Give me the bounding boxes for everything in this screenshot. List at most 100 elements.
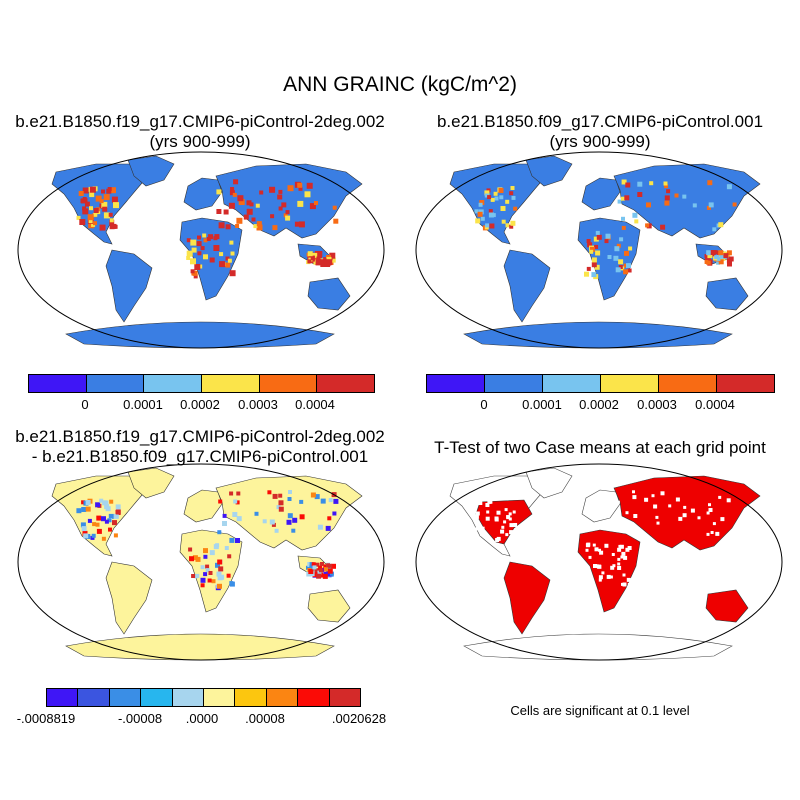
grid-cell — [225, 256, 230, 261]
grid-cell — [106, 188, 112, 194]
grid-cell — [101, 201, 108, 208]
grid-cell — [277, 194, 283, 200]
grid-cell — [587, 242, 593, 248]
grid-cell — [716, 256, 721, 261]
grid-cell — [203, 572, 208, 577]
grid-cell — [604, 239, 609, 244]
grid-cell — [309, 565, 315, 571]
grid-cell — [192, 555, 198, 561]
grid-cell — [727, 573, 731, 577]
grid-cell — [486, 188, 491, 193]
grid-cell — [697, 516, 701, 520]
grid-cell — [312, 572, 318, 578]
grid-cell — [607, 255, 612, 259]
grid-cell — [108, 513, 114, 519]
grid-cell — [317, 524, 323, 530]
map-case2-land — [449, 155, 761, 349]
grid-cell — [705, 562, 709, 566]
grid-cell — [81, 526, 87, 532]
grid-cell — [706, 260, 711, 265]
grid-cell — [623, 555, 628, 560]
grid-cell — [595, 230, 600, 235]
grid-cell — [509, 530, 514, 535]
grid-cell — [726, 564, 730, 568]
grid-cell — [504, 508, 508, 512]
grid-cell — [81, 507, 87, 512]
colorbar-case1 — [28, 374, 375, 393]
grid-cell — [489, 500, 493, 504]
grid-cell — [96, 515, 102, 521]
grid-cell — [235, 224, 240, 228]
grid-cell — [82, 208, 89, 215]
grid-cell — [278, 500, 284, 506]
grid-cell — [477, 211, 483, 217]
grid-cell — [89, 186, 96, 193]
grid-cell — [237, 195, 244, 202]
grid-cell — [95, 502, 101, 508]
grid-cell — [254, 511, 259, 516]
grid-cell — [586, 266, 591, 271]
map-significance — [415, 463, 783, 661]
grid-cell — [491, 213, 496, 218]
grid-cell — [599, 550, 604, 555]
grid-cell — [202, 233, 207, 238]
grid-cell — [232, 512, 238, 517]
grid-cell — [627, 582, 631, 586]
grid-cell — [487, 499, 492, 504]
grid-cell — [716, 260, 721, 265]
grid-cell — [219, 252, 224, 257]
grid-cell — [287, 185, 294, 192]
cbar1-label-3: 0.0003 — [238, 397, 278, 412]
grid-cell — [707, 253, 713, 259]
grid-cell — [76, 508, 82, 514]
cbar1-label-2: 0.0002 — [180, 397, 220, 412]
grid-cell — [256, 221, 262, 227]
grid-cell — [190, 269, 195, 274]
grid-cell — [312, 252, 318, 258]
grid-cell — [632, 212, 638, 218]
grid-cell — [594, 547, 599, 552]
grid-cell — [489, 223, 495, 229]
grid-cell — [586, 239, 591, 243]
grid-cell — [718, 259, 724, 265]
colorbar-swatch-5 — [717, 375, 774, 392]
grid-cell — [488, 212, 494, 218]
grid-cell — [200, 583, 205, 588]
grid-cell — [618, 259, 624, 265]
grid-cell — [594, 244, 599, 249]
grid-cell — [726, 184, 732, 190]
grid-cell — [683, 505, 687, 509]
grid-cell — [589, 249, 594, 254]
cbar2-label-3: 0.0003 — [637, 397, 677, 412]
grid-cell — [604, 543, 609, 548]
grid-cell — [205, 568, 210, 573]
grid-cell — [104, 519, 109, 524]
grid-cell — [612, 564, 616, 568]
grid-cell — [115, 504, 121, 510]
grid-cell — [595, 564, 599, 568]
grid-cell — [217, 583, 222, 589]
grid-cell — [513, 523, 518, 527]
grid-cell — [92, 522, 97, 527]
map-case1-land — [51, 155, 363, 349]
grid-cell — [509, 224, 514, 229]
grid-cell — [85, 500, 91, 505]
grid-cell — [621, 196, 625, 201]
grid-cell — [594, 264, 600, 270]
grid-cell — [232, 192, 237, 197]
grid-cell — [692, 203, 697, 208]
grid-cell — [314, 201, 318, 205]
colorbar-swatch-9 — [329, 689, 361, 706]
grid-cell — [714, 565, 718, 569]
grid-cell — [222, 521, 227, 526]
cbar3-label-min: -.0008819 — [16, 711, 76, 726]
grid-cell — [660, 224, 666, 230]
grid-cell — [278, 206, 283, 211]
grid-cell — [278, 506, 284, 512]
grid-cell — [593, 236, 599, 242]
grid-cell — [621, 551, 626, 556]
grid-cell — [598, 548, 601, 552]
colorbar-swatch-1 — [86, 375, 145, 392]
grid-cell — [103, 194, 110, 201]
grid-cell — [622, 582, 627, 587]
